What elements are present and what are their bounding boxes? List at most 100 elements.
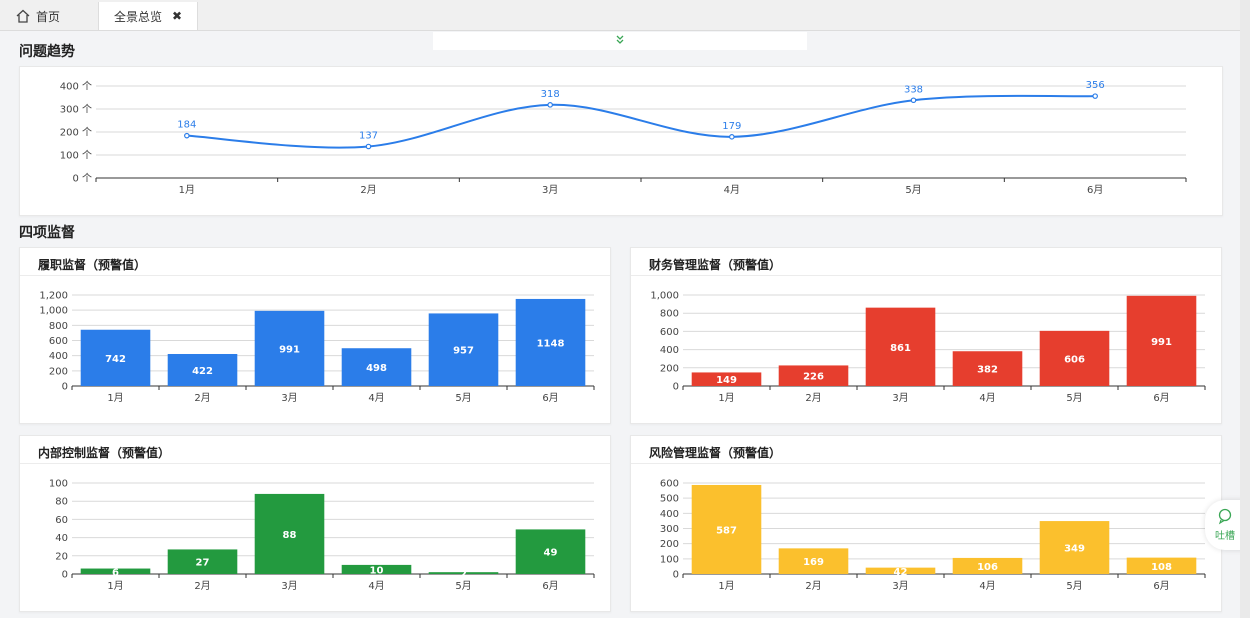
trend-section-title: 问题趋势	[19, 44, 75, 60]
lvzhi-chart-card: 履职监督（预警值） 0 200 400 600 800 1,000 1,200 1月 2月 3月 4…	[19, 247, 611, 424]
scrollbar[interactable]	[1240, 0, 1250, 618]
bar	[515, 529, 586, 574]
chat-icon	[1217, 508, 1233, 527]
tab-home-label: 首页	[36, 9, 61, 24]
y-tick-label: 800	[49, 321, 68, 332]
data-point	[184, 132, 190, 139]
data-label: 382	[977, 365, 998, 376]
y-tick-label: 600	[49, 336, 68, 347]
y-tick-label: 400 个	[60, 81, 92, 93]
y-tick-label: 400	[660, 345, 679, 356]
data-label: 318	[541, 89, 560, 100]
y-tick-label: 300 个	[60, 104, 92, 116]
chevron-double-down-icon	[615, 35, 625, 48]
x-tick-label: 5月	[455, 392, 471, 404]
bar	[691, 484, 762, 574]
y-tick-label: 200	[660, 539, 679, 550]
lvzhi-bar-chart: 0 200 400 600 800 1,000 1,200 1月 2月 3月 4月 5月 6月 742 42…	[39, 291, 595, 404]
bar	[1126, 295, 1197, 386]
bar	[1039, 330, 1110, 386]
x-tick-label: 6月	[1153, 580, 1169, 592]
data-label: 179	[722, 121, 741, 132]
y-tick-label: 400	[660, 509, 679, 520]
x-tick-label: 6月	[1153, 392, 1169, 404]
y-tick-label: 200	[49, 366, 68, 377]
close-icon[interactable]: ✖	[171, 9, 183, 23]
x-tick-label: 1月	[179, 184, 195, 196]
x-tick-label: 2月	[805, 580, 821, 592]
data-label: 108	[1151, 562, 1172, 573]
data-point	[729, 134, 735, 140]
data-label: 137	[359, 130, 378, 141]
bar	[341, 348, 412, 386]
bar	[80, 568, 151, 574]
bar	[428, 572, 499, 574]
x-tick-label: 4月	[979, 392, 995, 404]
bar	[952, 351, 1023, 386]
x-tick-label: 3月	[281, 392, 297, 404]
x-tick-label: 1月	[718, 392, 734, 404]
y-tick-label: 200	[660, 363, 679, 374]
y-tick-label: 800	[660, 309, 679, 320]
data-label: 2	[460, 569, 467, 580]
y-tick-label: 80	[55, 497, 68, 508]
caiwu-chart-title: 财务管理监督（预警值）	[649, 258, 782, 272]
tab-bar: 首页 全景总览 ✖	[0, 0, 1240, 31]
x-tick-label: 6月	[542, 580, 558, 592]
bar	[1039, 521, 1110, 574]
data-label: 861	[890, 343, 911, 354]
y-tick-label: 400	[49, 351, 68, 362]
monitor-section-title: 四项监督	[19, 225, 75, 241]
tab-overview[interactable]: 全景总览 ✖	[98, 2, 198, 30]
y-tick-label: 1,000	[650, 291, 679, 302]
data-label: 6	[112, 567, 119, 578]
card-divider	[20, 463, 610, 464]
data-label: 422	[192, 366, 213, 377]
y-tick-label: 600	[660, 479, 679, 490]
fengxian-chart-title: 风险管理监督（预警值）	[649, 446, 782, 460]
data-label: 991	[1151, 337, 1172, 348]
collapse-toggle[interactable]	[433, 32, 807, 50]
bar	[341, 564, 412, 574]
data-label: 27	[196, 558, 210, 569]
y-tick-label: 200 个	[60, 127, 92, 139]
x-tick-label: 4月	[368, 392, 384, 404]
bar	[254, 493, 325, 574]
x-tick-label: 3月	[281, 580, 297, 592]
x-tick-label: 4月	[724, 184, 740, 196]
trend-line-chart: 0 个 100 个 200 个 300 个 400 个 1月 2月 3月 4月 5月 6月 184 13…	[60, 80, 1187, 196]
card-divider	[20, 275, 610, 276]
tab-home[interactable]: 首页	[16, 2, 96, 30]
x-tick-label: 5月	[455, 580, 471, 592]
y-tick-label: 500	[660, 494, 679, 505]
data-label: 184	[177, 120, 196, 131]
caiwu-bar-chart: 0 200 400 600 800 1,000 1月 2月 3月 4月 5月 6月 149 226 861 3…	[650, 291, 1206, 404]
data-label: 356	[1086, 80, 1105, 91]
bar	[865, 307, 936, 386]
y-tick-label: 100	[49, 479, 68, 490]
y-tick-label: 0 个	[72, 173, 92, 185]
x-tick-label: 5月	[1066, 392, 1082, 404]
y-tick-label: 20	[55, 551, 68, 562]
x-tick-label: 1月	[107, 580, 123, 592]
x-tick-label: 2月	[194, 580, 210, 592]
data-label: 498	[366, 363, 387, 374]
data-point	[365, 143, 372, 150]
card-divider	[631, 275, 1221, 276]
feedback-button[interactable]: 吐槽	[1205, 500, 1245, 550]
tab-overview-label: 全景总览	[113, 9, 162, 24]
bar	[515, 298, 586, 386]
bar	[1126, 557, 1197, 574]
y-tick-label: 40	[55, 533, 68, 544]
y-tick-label: 600	[660, 327, 679, 338]
x-tick-label: 3月	[542, 184, 558, 196]
data-label: 226	[803, 372, 824, 383]
x-tick-label: 5月	[1066, 580, 1082, 592]
data-label: 338	[904, 84, 923, 95]
x-tick-label: 6月	[1087, 184, 1103, 196]
x-tick-label: 6月	[542, 392, 558, 404]
bar	[865, 567, 936, 574]
data-label: 991	[279, 344, 300, 355]
data-label: 10	[370, 565, 384, 576]
data-label: 1148	[537, 338, 565, 349]
